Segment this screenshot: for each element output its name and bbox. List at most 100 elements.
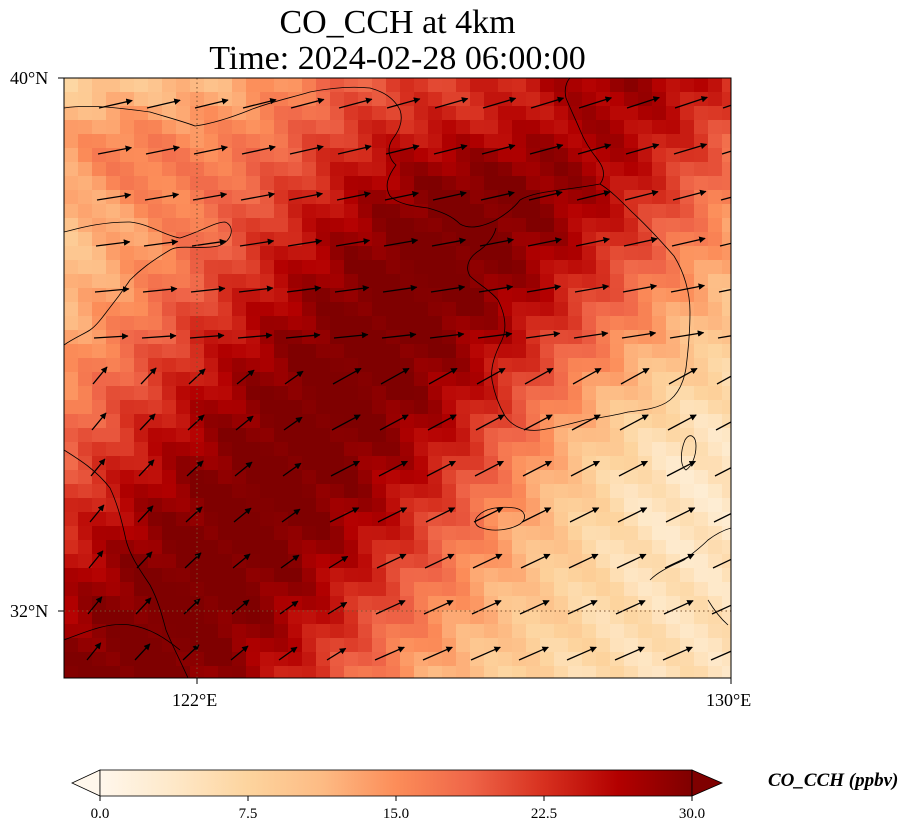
wind-arrow — [290, 97, 325, 109]
wind-arrow — [671, 236, 706, 247]
wind-arrow — [236, 369, 255, 385]
lon-label-130e: 130°E — [706, 690, 752, 710]
wind-arrow — [571, 414, 601, 431]
wind-arrow — [473, 507, 504, 523]
wind-arrow — [281, 508, 301, 523]
wind-arrow — [239, 238, 275, 247]
wind-arrow — [711, 604, 731, 615]
wind-arrow — [434, 97, 469, 109]
wind-arrow — [620, 367, 650, 385]
wind-arrow — [87, 596, 103, 615]
wind-arrow — [527, 237, 562, 247]
wind-arrow — [566, 646, 597, 661]
wind-arrow — [91, 412, 107, 431]
wind-arrow — [722, 104, 731, 109]
wind-arrow — [192, 191, 228, 201]
wind-arrow — [526, 284, 562, 293]
wind-arrow — [328, 555, 349, 569]
wind-arrow — [619, 414, 649, 431]
wind-arrow — [524, 367, 554, 385]
wind-arrow — [663, 600, 694, 615]
wind-arrow — [670, 283, 706, 293]
wind-arrow — [144, 192, 180, 201]
wind-arrow — [624, 189, 659, 201]
wind-arrow — [88, 550, 104, 569]
wind-arrow — [625, 143, 660, 155]
wind-arrow — [621, 330, 657, 339]
wind-arrow — [626, 96, 660, 109]
wind-arrow — [715, 421, 731, 431]
wind-arrow — [426, 460, 456, 477]
wind-arrow — [719, 242, 731, 247]
wind-arrow — [674, 96, 708, 109]
wind-arrow — [140, 367, 157, 385]
wind-arrow — [528, 190, 563, 201]
wind-arrow — [384, 191, 419, 201]
colorbar-tick: 7.5 — [238, 806, 258, 822]
wind-arrow — [475, 414, 505, 431]
wind-arrow — [578, 96, 613, 109]
wind-arrow — [429, 331, 465, 339]
wind-arrow — [618, 460, 648, 477]
wind-arrow — [717, 335, 731, 339]
wind-arrow — [98, 98, 133, 109]
wind-arrow — [425, 507, 456, 523]
wind-arrow — [97, 145, 133, 155]
wind-arrow — [184, 552, 202, 569]
wind-arrow — [665, 507, 696, 523]
wind-arrow — [480, 190, 515, 201]
wind-arrow — [146, 98, 181, 109]
wind-arrow — [672, 189, 707, 201]
wind-arrow — [520, 553, 551, 569]
wind-arrow — [182, 644, 200, 661]
wind-arrow — [383, 237, 419, 247]
colorbar-label: CO_CCH (ppbv) — [768, 770, 899, 791]
wind-arrow — [478, 284, 514, 293]
wind-arrow — [710, 650, 731, 661]
lat-label-32n: 32°N — [10, 601, 49, 621]
wind-arrow — [577, 143, 612, 155]
wind-arrow — [330, 460, 360, 477]
wind-arrow — [476, 367, 506, 385]
wind-arrow — [89, 504, 105, 523]
wind-arrow — [186, 460, 204, 477]
wind-arrow — [522, 460, 552, 477]
wind-arrow — [336, 191, 371, 201]
wind-arrow — [238, 285, 274, 293]
wind-arrow — [623, 236, 658, 247]
wind-arrow — [331, 414, 361, 431]
wind-arrow — [234, 461, 253, 477]
wind-arrow — [432, 190, 467, 201]
wind-arrow — [481, 143, 516, 155]
wind-arrow — [194, 98, 229, 109]
wind-arrow — [139, 413, 156, 431]
map-time: Time: 2024-02-28 06:00:00 — [209, 40, 586, 77]
wind-arrow — [278, 646, 298, 661]
wind-arrow — [720, 196, 731, 201]
wind-arrow — [86, 642, 102, 661]
colorbar-gradient — [99, 769, 693, 797]
wind-arrow — [662, 646, 693, 661]
wind-arrow — [96, 192, 132, 201]
wind-arrow — [237, 332, 273, 339]
wind-vectors — [86, 96, 731, 661]
wind-arrow — [136, 551, 153, 569]
wind-arrow — [477, 331, 513, 339]
wind-arrow — [142, 285, 178, 293]
wind-arrow — [530, 96, 565, 109]
wind-arrow — [614, 646, 645, 661]
wind-arrow — [375, 600, 406, 615]
wind-arrow — [288, 191, 324, 201]
wind-arrow — [482, 96, 517, 109]
lat-label-40n: 40°N — [10, 68, 49, 88]
colorbar-extend-high — [691, 769, 724, 797]
wind-arrow — [285, 332, 321, 339]
wind-arrow — [187, 414, 205, 431]
lon-label-122e: 122°E — [172, 690, 218, 710]
wind-arrow — [193, 145, 228, 155]
wind-arrow — [615, 600, 646, 615]
wind-arrow — [569, 507, 600, 523]
wind-arrow — [721, 150, 731, 155]
wind-arrow — [134, 643, 151, 661]
wind-arrow — [428, 367, 458, 385]
